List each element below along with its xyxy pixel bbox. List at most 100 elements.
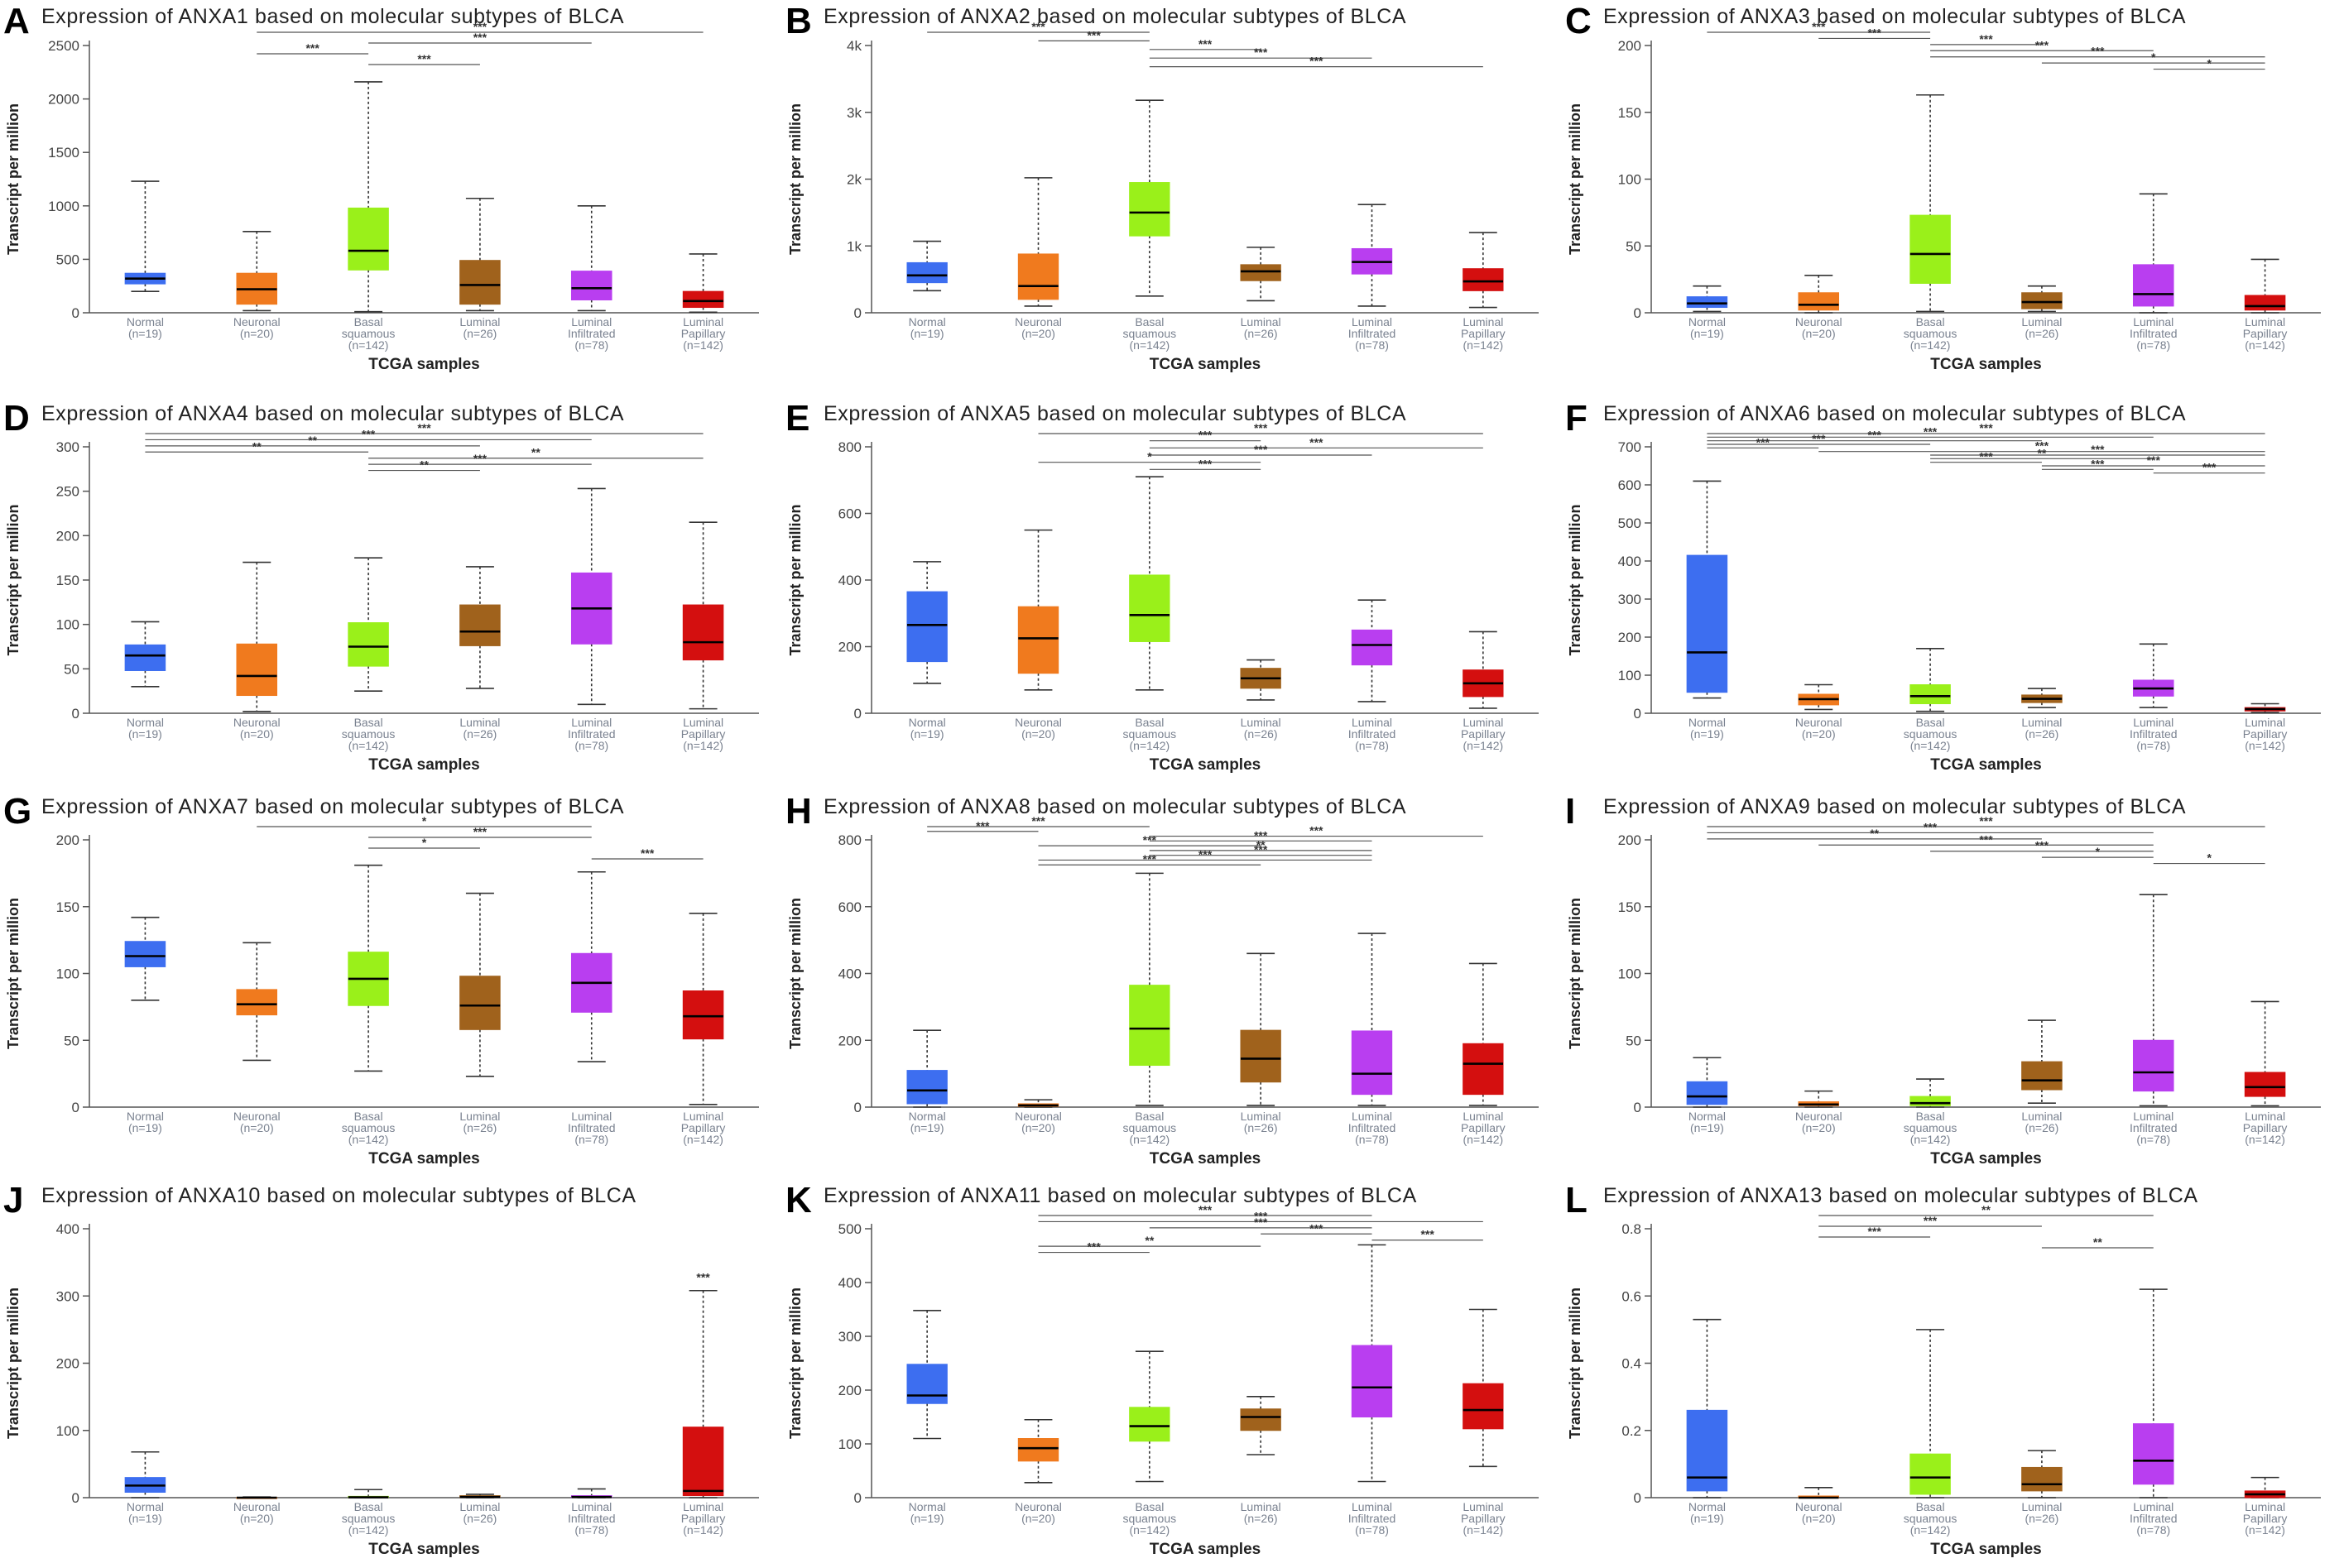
box-iqr [2021,1466,2063,1492]
box-iqr [1909,214,1951,284]
significance-label: *** [1867,1225,1881,1238]
y-tick-label: 2500 [48,38,79,54]
x-category-label: Basal squamous (n=142) [1904,716,1957,752]
x-axis-label: TCGA samples [368,1541,479,1558]
y-tick-label: 700 [1618,439,1641,455]
box-iqr [2132,1423,2174,1485]
panel-d: D Expression of ANXA4 based on molecular … [3,398,759,774]
significance-label: *** [1198,847,1213,861]
box-luminal [1240,247,1281,302]
box-iqr [1686,554,1728,693]
y-tick-label: 150 [1618,899,1641,915]
y-tick-label: 800 [838,439,862,455]
x-category-label: Normal (n=19) [909,315,946,340]
y-axis-label: Transcript per million [1567,103,1583,255]
x-category-label: Normal (n=19) [909,716,946,741]
box-iqr [1240,1029,1281,1083]
box-normal [124,180,166,292]
box-iqr [906,591,948,663]
x-category-label: Basal squamous (n=142) [1123,1500,1177,1537]
significance-label: *** [1979,32,1993,46]
box-iqr [1129,1407,1170,1442]
x-category-label: Luminal Papillary (n=142) [2243,1110,2288,1146]
box-basal-squamous [348,81,389,313]
box-neuronal [1798,274,1840,314]
significance-label: *** [2147,453,2161,467]
box-luminal-papillary [1463,1308,1504,1468]
box-luminal-infiltrated [570,1488,612,1498]
x-category-label: Neuronal (n=20) [233,1500,281,1525]
significance-label: ** [2037,446,2046,459]
y-axis-label: Transcript per million [1567,898,1583,1049]
significance-label: *** [2035,38,2049,51]
box-iqr [1686,1409,1728,1492]
box-iqr [682,990,724,1040]
significance-label: *** [1087,28,1101,41]
panel-g: G Expression of ANXA7 based on molecular … [3,791,759,1168]
x-category-label: Luminal Infiltrated (n=78) [2130,315,2178,352]
y-tick-label: 4k [847,38,862,54]
y-tick-label: 400 [1618,554,1641,569]
y-tick-label: 400 [838,966,862,982]
y-axis-label: Transcript per million [5,898,22,1049]
y-tick-label: 0.2 [1621,1423,1641,1439]
box-iqr [348,622,389,667]
x-category-label: Basal squamous (n=142) [342,1110,396,1146]
x-category-label: Luminal Papillary (n=142) [2243,1500,2288,1537]
x-category-label: Luminal Papillary (n=142) [1461,716,1506,752]
x-category-label: Luminal (n=26) [1241,716,1281,741]
significance-label: *** [1924,1214,1938,1227]
box-luminal-infiltrated [570,487,612,706]
box-normal [906,561,948,684]
y-tick-label: 0.6 [1621,1288,1641,1304]
y-tick-label: 50 [1626,238,1641,254]
significance-label: *** [2035,439,2049,453]
panel-h: H Expression of ANXA8 based on molecular … [785,791,1539,1168]
box-basal-squamous [348,864,389,1072]
box-luminal [1240,1396,1281,1455]
x-axis-label: TCGA samples [1930,356,2041,373]
y-tick-label: 0 [1634,305,1641,321]
box-luminal [459,566,501,689]
x-category-label: Normal (n=19) [127,1500,164,1525]
x-category-label: Neuronal (n=20) [233,716,281,741]
box-iqr [1351,1345,1393,1418]
box-luminal [2021,1450,2063,1498]
y-tick-label: 600 [838,506,862,522]
x-category-label: Luminal (n=26) [459,1500,500,1525]
panel-j: J Expression of ANXA10 based on molecular… [3,1180,759,1558]
y-tick-label: 2000 [48,92,79,108]
x-axis-label: TCGA samples [1150,1150,1261,1168]
x-category-label: Normal (n=19) [127,1110,164,1134]
y-tick-label: 0 [72,305,79,321]
box-luminal-papillary [682,253,724,314]
significance-label: *** [1143,833,1157,846]
x-axis-label: TCGA samples [1150,756,1261,774]
x-category-label: Luminal Papillary (n=142) [1461,1110,1506,1146]
significance-label: *** [1254,1209,1268,1222]
significance-label: *** [1924,820,1938,833]
significance-label: * [422,814,427,827]
box-luminal-papillary [2244,258,2286,314]
box-luminal-papillary [682,521,724,710]
x-category-label: Neuronal (n=20) [1015,1110,1062,1134]
significance-label: *** [1143,852,1157,866]
box-normal [906,1029,948,1108]
significance-label: *** [473,31,488,44]
box-luminal [2021,285,2063,313]
significance-label: * [2207,57,2212,70]
x-category-label: Luminal (n=26) [2021,716,2062,741]
significance-label: *** [1309,435,1323,448]
y-tick-label: 100 [56,966,79,982]
box-normal [906,1310,948,1440]
box-iqr [1798,292,1840,311]
significance-label: *** [1031,814,1045,827]
x-category-label: Luminal (n=26) [459,716,500,741]
significance-label: *** [696,1270,710,1283]
y-tick-label: 0 [1634,1490,1641,1506]
box-luminal-infiltrated [2132,1288,2174,1498]
significance-label: *** [1979,832,1993,846]
significance-label: *** [1420,1228,1434,1241]
box-normal [906,240,948,292]
box-iqr [2132,264,2174,307]
